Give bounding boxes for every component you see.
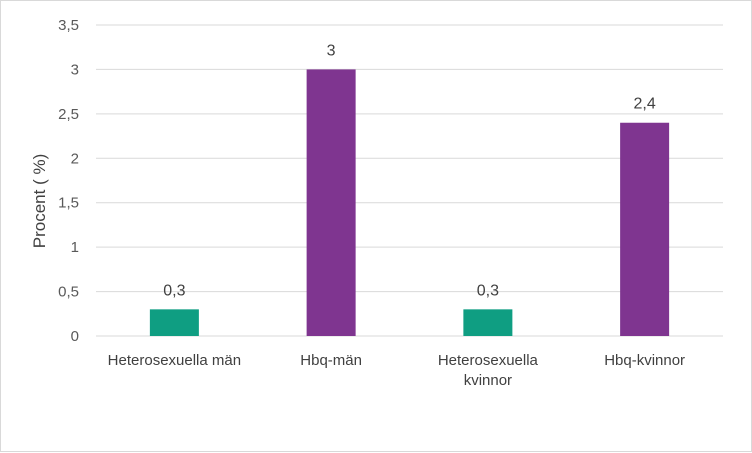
y-tick-label: 3,5 [58,17,79,34]
gridlines [96,24,723,337]
x-tick-label: Hbq-kvinnor [604,352,685,369]
x-axis-categories: Heterosexuella män Hbq-män Heterosexuella k… [108,352,685,389]
y-tick-label: 0 [71,328,79,345]
bar [306,69,356,336]
y-axis-ticks: 0 0,5 1 1,5 2 2,5 3 3,5 [58,17,79,345]
data-label: 0,3 [163,282,185,299]
bar [463,309,513,336]
y-tick-label: 2 [71,150,79,167]
y-tick-label: 1 [71,239,79,256]
bar [149,309,199,336]
data-labels: 0,3 3 0,3 2,4 [163,42,656,299]
y-tick-label: 2,5 [58,106,79,123]
y-tick-label: 0,5 [58,284,79,301]
y-tick-label: 3 [71,61,79,78]
bar [620,122,670,336]
data-label: 0,3 [477,282,499,299]
data-label: 2,4 [634,96,656,113]
y-tick-label: 1,5 [58,195,79,212]
x-tick-label: Hbq-män [300,352,362,369]
x-tick-label: Heterosexuella män [108,352,241,369]
x-tick-label: Heterosexuella kvinnor [438,352,539,389]
data-label: 3 [327,42,336,59]
y-axis-label: Procent ( %) [30,154,49,248]
bars [149,69,670,336]
